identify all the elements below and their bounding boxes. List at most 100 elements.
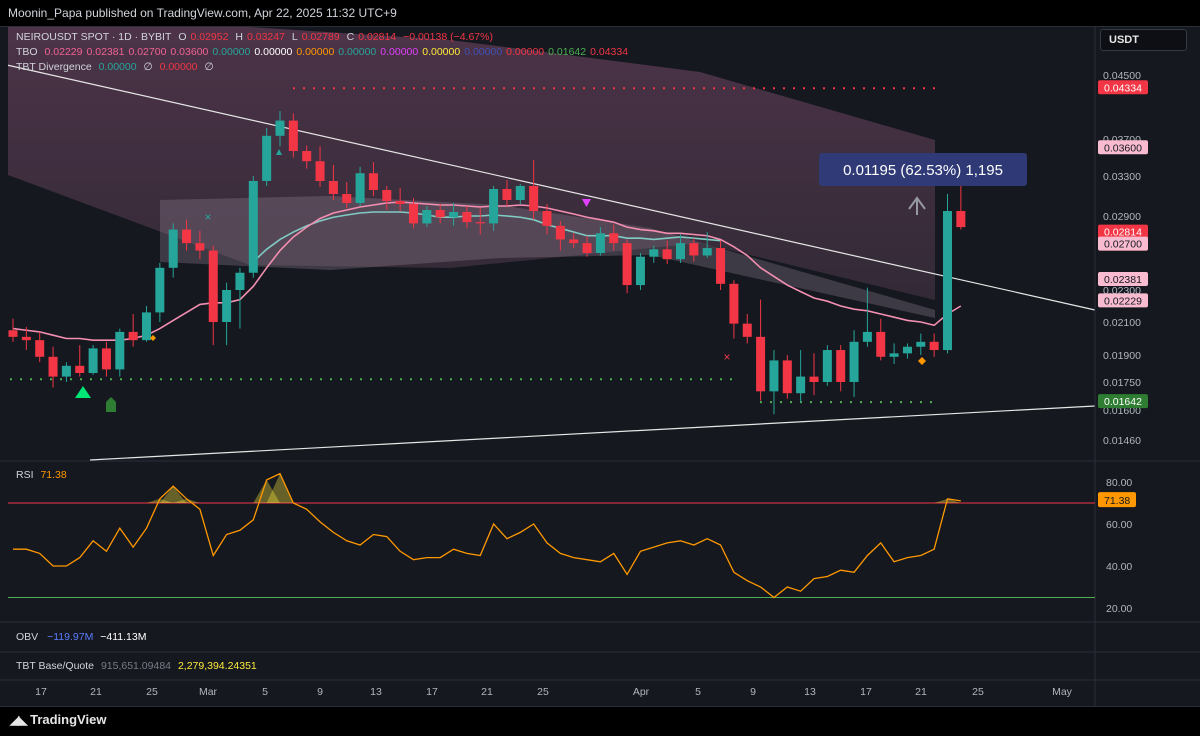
cross-icon: × <box>204 210 211 224</box>
divergence-label[interactable]: TBT Divergence <box>16 61 92 73</box>
obv-value-2: −411.13M <box>100 631 147 643</box>
time-tick: 13 <box>370 686 382 698</box>
candle-body <box>409 204 418 224</box>
time-tick: Mar <box>199 686 218 698</box>
candle <box>582 235 592 257</box>
candle-body <box>489 189 499 224</box>
candle <box>302 145 312 169</box>
candle-body <box>315 161 325 181</box>
symbol-legend[interactable]: NEIROUSDT SPOT · 1D · BYBIT O 0.02952 H 0.… <box>16 31 497 43</box>
candle <box>649 245 659 263</box>
time-tick: 13 <box>804 686 816 698</box>
candle-body <box>182 229 192 244</box>
time-tick: 5 <box>262 686 268 698</box>
candle <box>676 234 685 263</box>
price-axis[interactable]: 0.045000.037000.033000.029000.023000.021… <box>1103 70 1141 447</box>
candle-body <box>529 186 539 211</box>
candle <box>662 240 672 265</box>
divergence-legend[interactable]: TBT Divergence 0.00000 ∅ 0.00000 ∅ <box>16 61 218 73</box>
candle-body <box>622 243 632 286</box>
base-quote-label[interactable]: TBT Base/Quote <box>16 660 95 672</box>
obv-label[interactable]: OBV <box>16 631 39 643</box>
brand-name: TradingView <box>30 712 107 727</box>
rsi-label[interactable]: RSI <box>16 469 34 481</box>
candle <box>208 245 218 346</box>
time-tick: 21 <box>481 686 493 698</box>
candle <box>943 194 952 354</box>
measure-tool[interactable]: 0.01195 (62.53%) 1,195 <box>819 153 1027 215</box>
publisher-bar: Moonin_Papa published on TradingView.com… <box>0 0 1200 27</box>
candle <box>635 253 645 290</box>
candle-body <box>115 331 125 370</box>
candle-body <box>155 267 165 313</box>
candle-body <box>689 243 699 256</box>
tbo-value: 0.02229 <box>44 46 83 58</box>
time-tick: 9 <box>750 686 756 698</box>
price-tick: 0.02900 <box>1103 211 1141 223</box>
candle <box>849 330 859 397</box>
price-label-text: 0.04334 <box>1104 82 1142 94</box>
candle <box>782 355 792 399</box>
candle-body <box>168 229 178 268</box>
candle <box>622 239 632 294</box>
price-label-box <box>1098 140 1148 155</box>
time-tick: 9 <box>317 686 323 698</box>
candle <box>462 206 472 229</box>
candle-body <box>395 201 405 204</box>
candle <box>595 227 605 256</box>
rsi-value-box <box>1098 492 1136 508</box>
tbo-label[interactable]: TBO <box>16 46 38 58</box>
tbo-cloud <box>8 27 935 318</box>
candle-body <box>288 120 298 152</box>
candle <box>395 188 405 211</box>
candle-body <box>502 189 512 200</box>
candle <box>475 208 485 235</box>
base-quote-legend[interactable]: TBT Base/Quote 915,651.09484 2,279,394.2… <box>16 660 257 672</box>
candle <box>275 111 285 147</box>
candle <box>836 345 846 392</box>
candle <box>48 346 58 388</box>
candle-body <box>195 243 205 251</box>
candle-body <box>449 212 459 218</box>
candle <box>409 198 418 229</box>
candle-body <box>515 186 525 200</box>
tbo-value: 0.00000 <box>380 46 419 58</box>
tbo-legend[interactable]: TBO 0.02229 0.02381 0.02700 0.03600 0.00000 0… <box>16 46 632 58</box>
ohlc-high-value: 0.03247 <box>246 31 285 43</box>
symbol-name[interactable]: NEIROUSDT SPOT · 1D · BYBIT <box>16 31 172 43</box>
rsi-legend[interactable]: RSI 71.38 <box>16 469 67 481</box>
tradingview-logo-icon: ◢◣ <box>10 713 27 727</box>
price-tick: 0.03300 <box>1103 171 1141 183</box>
obv-legend[interactable]: OBV −119.97M −411.13M <box>16 631 146 643</box>
rsi-pane[interactable]: 80.00 60.00 40.00 20.00 71.38 <box>8 472 1136 615</box>
level-lines <box>10 87 940 404</box>
candle-body <box>142 312 151 341</box>
price-label-text: 0.02229 <box>1104 295 1142 307</box>
time-tick: 21 <box>90 686 102 698</box>
tbo-value: 0.01642 <box>548 46 587 58</box>
moving-averages <box>12 201 962 341</box>
candle-body <box>929 341 939 351</box>
pink-ema-line <box>12 201 962 341</box>
candle <box>716 240 726 290</box>
candle-body <box>756 336 766 392</box>
candle <box>382 186 392 210</box>
tbo-value: 0.02700 <box>128 46 167 58</box>
candle <box>262 127 272 186</box>
measure-arrow-icon <box>908 196 926 215</box>
ohlc-close: C 0.02814 <box>347 31 397 43</box>
tradingview-logo[interactable]: ◢◣ TradingView <box>10 712 106 727</box>
ohlc-high: H 0.03247 <box>235 31 285 43</box>
candle <box>809 353 819 396</box>
time-axis[interactable]: 17 21 25 Mar 5 9 13 17 21 25 Apr 5 9 13 17 21 25 May <box>35 686 1073 698</box>
candle <box>876 318 886 361</box>
candle-body <box>595 233 605 253</box>
price-label-box <box>1098 293 1148 308</box>
candle-body <box>128 331 138 341</box>
candle-body <box>208 250 218 322</box>
candle-body <box>422 210 432 224</box>
candle-body <box>902 346 912 354</box>
candle <box>929 333 939 357</box>
currency-selector[interactable]: USDT <box>1100 29 1187 51</box>
